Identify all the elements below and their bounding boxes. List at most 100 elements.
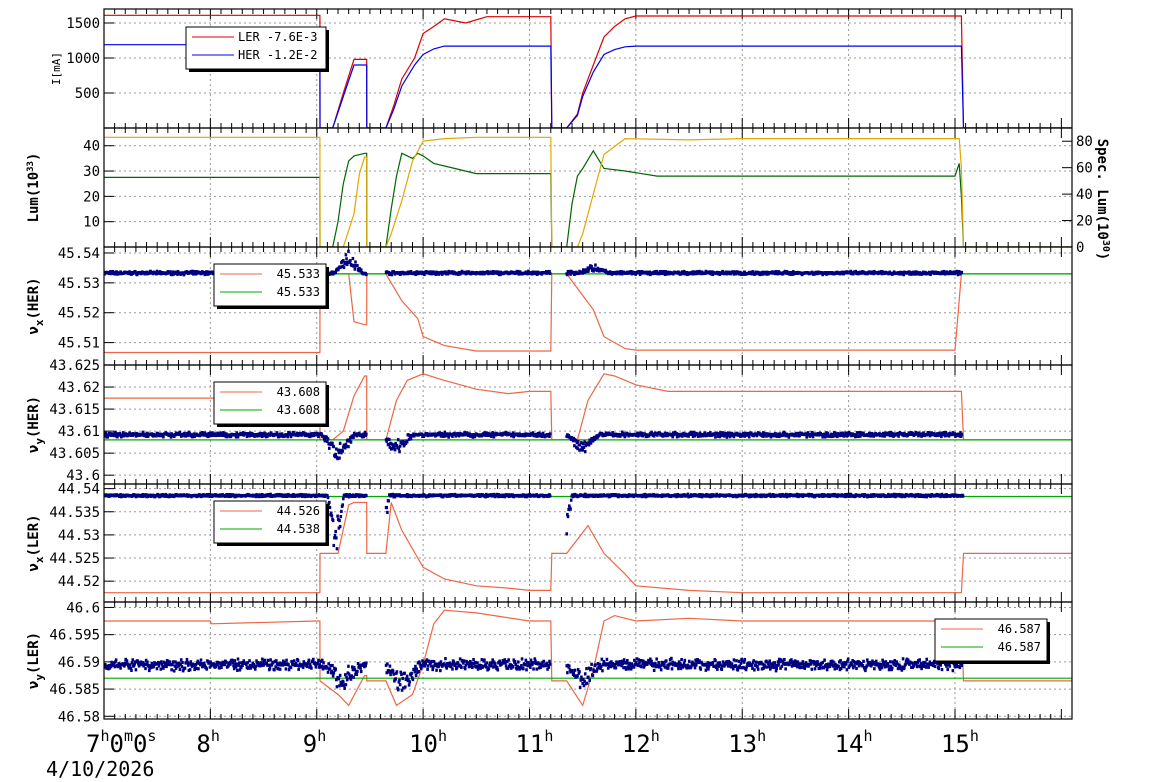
data-point [363, 430, 367, 435]
legend-box [185, 26, 327, 70]
series-line-set [104, 273, 1072, 354]
panel-nux-ler: 44.52 44.525 44.53 44.535 44.54 νx(LER) 44.526… [26, 482, 1073, 603]
data-point [650, 430, 653, 434]
data-point [869, 434, 873, 438]
data-point [353, 267, 357, 271]
data-point [732, 435, 736, 439]
y-tick-label: 500 [75, 86, 100, 102]
data-point [385, 505, 389, 510]
legend: 45.533 45.533 [213, 263, 329, 309]
data-point [582, 442, 585, 446]
data-point [407, 437, 411, 441]
data-point [326, 439, 329, 444]
data-point [277, 435, 281, 439]
panel-nuy-her: 43.6 43.605 43.61 43.615 43.62 43.625 νy(HER) 4… [26, 358, 1073, 485]
series-measured-points [104, 492, 965, 551]
data-point [342, 265, 346, 270]
series-line-1 [104, 44, 1072, 128]
data-point [349, 440, 353, 444]
data-point [395, 444, 399, 448]
data-point [329, 511, 333, 515]
data-point [504, 430, 508, 435]
data-point [823, 435, 827, 439]
data-point [920, 272, 924, 276]
data-point [326, 495, 330, 500]
data-point [172, 434, 176, 439]
data-point [397, 446, 401, 451]
data-point [696, 432, 699, 436]
data-point [225, 432, 228, 436]
data-point [956, 273, 960, 277]
data-point [792, 270, 795, 274]
data-point [327, 446, 331, 450]
data-point [859, 431, 863, 435]
data-point [269, 492, 272, 496]
data-point [709, 431, 712, 435]
data-point [388, 445, 392, 449]
data-point [331, 441, 334, 445]
data-point [336, 268, 340, 272]
data-point [332, 445, 336, 449]
series-line-0 [104, 14, 1072, 128]
data-point [343, 261, 347, 265]
data-point [334, 452, 337, 457]
data-point [286, 435, 290, 439]
data-point [944, 430, 948, 435]
data-point [299, 492, 303, 497]
data-point [320, 432, 323, 436]
data-point [465, 431, 469, 435]
data-point [576, 446, 579, 451]
data-point [451, 434, 454, 438]
data-point [332, 543, 336, 548]
data-point [423, 272, 426, 277]
data-point [121, 431, 125, 435]
data-point [473, 435, 477, 439]
data-point [193, 434, 196, 439]
y2-tick-label: 80 [1076, 134, 1093, 150]
data-point [851, 272, 855, 276]
data-point [330, 514, 334, 518]
data-point [834, 431, 837, 435]
data-point [567, 504, 571, 508]
data-point [329, 272, 333, 276]
data-point [206, 270, 209, 274]
data-point [394, 441, 397, 446]
data-point [926, 432, 929, 436]
data-point [443, 430, 447, 434]
data-point [335, 536, 338, 540]
data-point [334, 270, 337, 275]
y-tick-label: 1000 [66, 51, 100, 67]
data-point [356, 263, 359, 268]
data-point [158, 270, 162, 274]
data-point [326, 494, 329, 498]
data-point [333, 536, 336, 540]
data-point [590, 264, 593, 269]
data-point [714, 435, 717, 439]
data-point [387, 442, 390, 446]
data-point [548, 432, 552, 436]
data-point [340, 509, 343, 514]
data-point [222, 431, 225, 435]
data-point [571, 439, 575, 443]
data-point [587, 269, 590, 273]
data-point [234, 433, 237, 437]
data-point [859, 434, 862, 438]
data-point [655, 269, 659, 274]
data-point [349, 259, 352, 263]
data-point [365, 432, 368, 436]
data-point [750, 272, 754, 276]
data-point [960, 432, 964, 436]
y2-tick-label: 0 [1076, 240, 1084, 256]
data-point [516, 269, 520, 274]
data-point [580, 441, 583, 445]
data-point [821, 435, 824, 439]
data-point [582, 445, 586, 449]
data-point [775, 434, 779, 438]
data-point [104, 431, 108, 435]
data-point [323, 439, 327, 443]
plot-area [104, 373, 1072, 461]
y2-tick-label: 40 [1076, 187, 1093, 203]
data-point [393, 495, 397, 499]
data-point [548, 269, 551, 274]
data-point [266, 434, 269, 438]
